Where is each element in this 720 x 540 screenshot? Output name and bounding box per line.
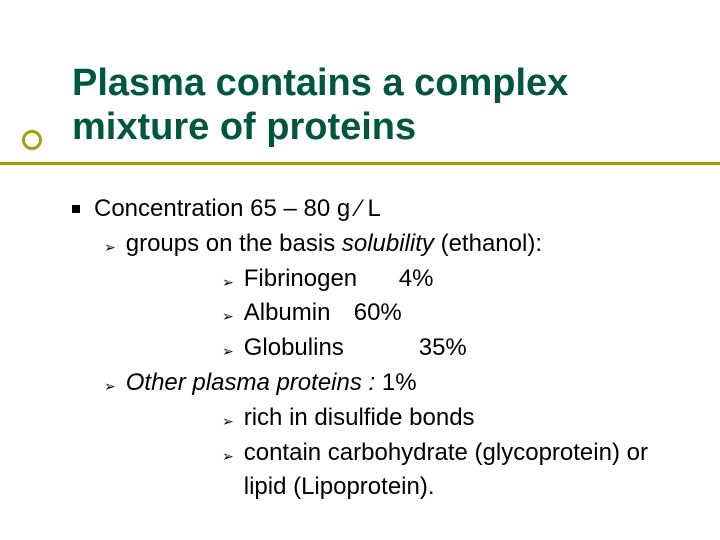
bullet-level2-other: ➢ Other plasma proteins : 1% <box>104 366 692 401</box>
protein-name: Albumin <box>244 296 354 331</box>
groups-prefix: groups on the basis <box>126 230 342 257</box>
protein-pct: 4% <box>399 262 434 297</box>
other-proteins-pct: 1% <box>382 369 417 396</box>
protein-pct: 60% <box>354 296 402 331</box>
bullet-level3-disulfide: ➢ rich in disulfide bonds <box>222 401 692 436</box>
protein-name: Fibrinogen <box>244 262 399 297</box>
groups-text: groups on the basis solubility (ethanol)… <box>126 227 692 262</box>
slide-body: Concentration 65 – 80 g ∕ L ➢ groups on … <box>72 192 692 505</box>
arrow-icon: ➢ <box>222 272 234 297</box>
accent-line <box>0 162 720 165</box>
bullet-level3-fibrinogen: ➢ Fibrinogen 4% <box>222 262 692 297</box>
protein-pct: 35% <box>419 331 467 366</box>
accent-circle <box>22 130 42 150</box>
bullet-level1: Concentration 65 – 80 g ∕ L <box>72 192 692 227</box>
carbohydrate-text: contain carbohydrate (glycoprotein) or l… <box>244 436 692 506</box>
slide-title: Plasma contains a complex mixture of pro… <box>72 62 672 149</box>
arrow-icon: ➢ <box>222 411 234 436</box>
groups-suffix: (ethanol): <box>441 230 542 257</box>
arrow-icon: ➢ <box>104 376 116 401</box>
bullet-level3-globulins: ➢ Globulins 35% <box>222 331 692 366</box>
solubility-word: solubility <box>342 230 441 257</box>
arrow-icon: ➢ <box>222 306 234 331</box>
other-proteins-label: Other plasma proteins : <box>126 369 382 396</box>
bullet-level2-groups: ➢ groups on the basis solubility (ethano… <box>104 227 692 262</box>
bullet-level3-albumin: ➢ Albumin 60% <box>222 296 692 331</box>
arrow-icon: ➢ <box>104 237 116 262</box>
arrow-icon: ➢ <box>222 341 234 366</box>
disulfide-text: rich in disulfide bonds <box>244 401 692 436</box>
other-proteins-text: Other plasma proteins : 1% <box>126 366 692 401</box>
protein-name: Globulins <box>244 331 419 366</box>
square-bullet-icon <box>72 205 80 213</box>
arrow-icon: ➢ <box>222 446 234 506</box>
bullet-level3-carbohydrate: ➢ contain carbohydrate (glycoprotein) or… <box>222 436 692 506</box>
concentration-text: Concentration 65 – 80 g ∕ L <box>94 192 692 227</box>
